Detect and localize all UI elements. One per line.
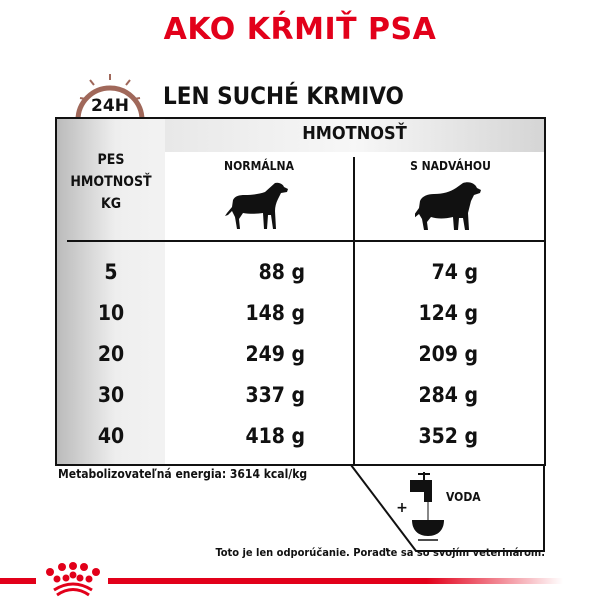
water-box: + — [350, 464, 545, 552]
table-row: 20 249 g 209 g — [57, 334, 548, 374]
table-row: 5 88 g 74 g — [57, 252, 548, 292]
row-weight: 20 — [97, 342, 125, 366]
recommendation-note: Toto je len odporúčanie. Poraďte sa so s… — [215, 546, 545, 559]
row-normal: 148 g — [245, 301, 305, 325]
row-overweight: 352 g — [418, 424, 478, 448]
group-header: HMOTNOSŤ — [302, 123, 407, 144]
normal-dog-icon — [225, 182, 288, 229]
table-row: 40 418 g 352 g — [57, 416, 548, 456]
feeding-table: HMOTNOSŤ PES HMOTNOSŤ KG NORMÁLNA S NADV… — [55, 117, 546, 466]
row-normal: 249 g — [245, 342, 305, 366]
energy-info: Metabolizovateľná energia: 3614 kcal/kg — [58, 467, 308, 481]
clock-24h-icon: 24H — [75, 74, 145, 121]
brand-line — [0, 578, 36, 584]
left-header-line: KG — [100, 196, 122, 212]
table-row: 30 337 g 284 g — [57, 375, 548, 415]
row-overweight: 209 g — [418, 342, 478, 366]
left-header-line: PES — [97, 152, 125, 168]
row-weight: 10 — [97, 301, 125, 325]
overweight-dog-icon — [415, 182, 481, 230]
water-tap-icon — [410, 472, 444, 541]
column-header-normal: NORMÁLNA — [224, 159, 294, 173]
column-divider — [353, 157, 355, 464]
row-weight: 40 — [97, 424, 125, 448]
row-overweight: 284 g — [418, 383, 478, 407]
row-normal: 88 g — [258, 260, 305, 284]
header-strip — [165, 119, 544, 152]
header-divider — [67, 240, 544, 242]
row-weight: 30 — [97, 383, 125, 407]
left-header-line: HMOTNOSŤ — [70, 174, 152, 190]
water-label: VODA — [446, 490, 481, 504]
table-row: 10 148 g 124 g — [57, 293, 548, 333]
page-title: AKO KŔMIŤ PSA — [163, 12, 437, 47]
row-overweight: 124 g — [418, 301, 478, 325]
clock-label: 24H — [91, 96, 129, 116]
column-header-overweight: S NADVÁHOU — [410, 159, 491, 173]
row-weight: 5 — [104, 260, 118, 284]
subtitle: LEN SUCHÉ KRMIVO — [163, 82, 404, 110]
row-normal: 337 g — [245, 383, 305, 407]
row-normal: 418 g — [245, 424, 305, 448]
left-header: PES HMOTNOSŤ KG — [57, 149, 165, 215]
brand-line — [108, 578, 563, 584]
plus-sign: + — [396, 500, 408, 516]
royal-canin-crown-logo — [46, 562, 100, 597]
row-overweight: 74 g — [431, 260, 478, 284]
